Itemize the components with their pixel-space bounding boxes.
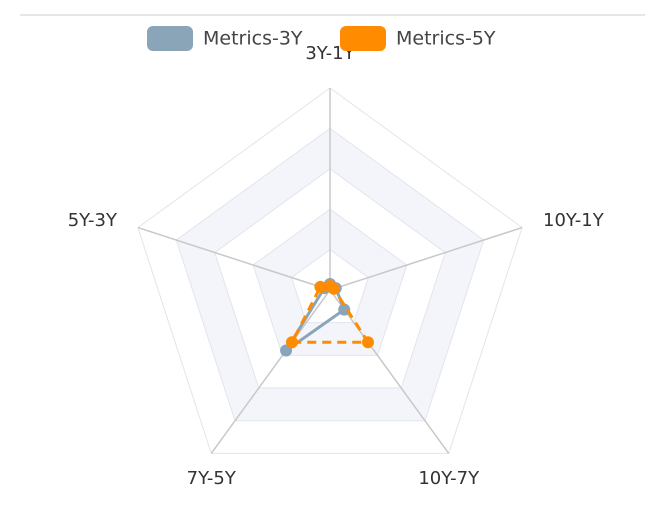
indicator-label: 7Y-5Y: [187, 468, 237, 489]
radar-axis: [137, 226, 331, 291]
indicator-label: 10Y-1Y: [543, 210, 605, 231]
data-point: [338, 303, 351, 316]
legend-label: Metrics-3Y: [203, 28, 303, 50]
radar-axis: [329, 289, 450, 454]
data-point: [286, 336, 299, 349]
indicator-label: 10Y-7Y: [418, 468, 480, 489]
data-point: [361, 336, 374, 349]
legend-swatch: [147, 26, 193, 51]
series-layer: [280, 277, 374, 357]
data-point: [327, 282, 340, 295]
legend-label: Metrics-5Y: [396, 28, 496, 50]
data-point: [314, 280, 327, 293]
indicator-label: 5Y-3Y: [68, 210, 118, 231]
legend: Metrics-3Y Metrics-5Y: [147, 26, 496, 51]
radar-axis: [210, 289, 331, 454]
radar-axis: [329, 226, 523, 291]
legend-swatch: [340, 26, 386, 51]
